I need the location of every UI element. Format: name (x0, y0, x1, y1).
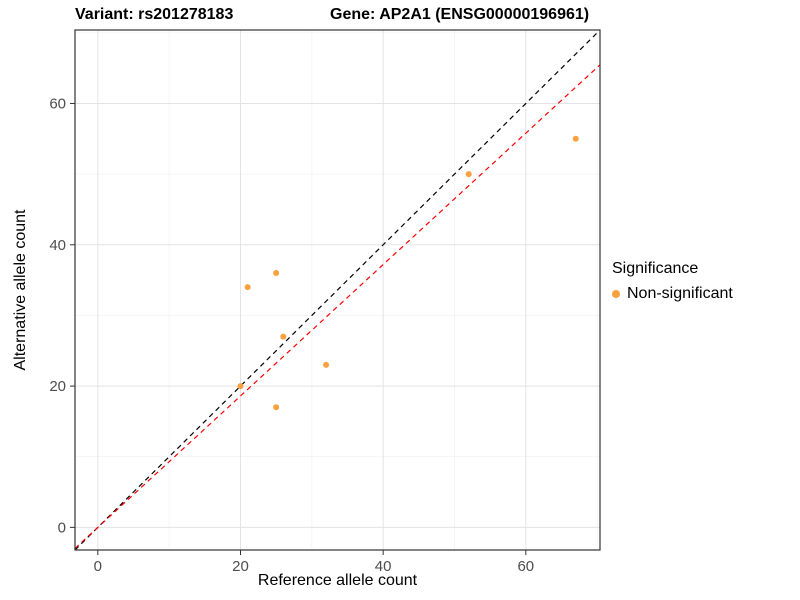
fit-reference-line (75, 64, 600, 549)
x-axis-title: Reference allele count (257, 572, 418, 589)
data-point (237, 383, 244, 390)
y-axis-tick-label: 20 (49, 378, 66, 395)
data-point (323, 361, 330, 368)
legend: Significance Non-significant (612, 260, 733, 303)
data-point (273, 404, 280, 411)
gene-title: Gene: AP2A1 (ENSG00000196961) (330, 6, 590, 23)
data-point (572, 135, 579, 142)
x-axis-tick-label: 40 (375, 558, 392, 575)
y-axis-tick-label: 60 (49, 95, 66, 112)
legend-point-icon (612, 290, 620, 298)
data-point (280, 333, 287, 340)
x-axis-tick-label: 20 (232, 558, 249, 575)
y-axis-title: Alternative allele count (12, 209, 29, 371)
x-axis-tick-label: 60 (517, 558, 534, 575)
y-axis-tick-label: 0 (58, 519, 66, 536)
panel-border (74, 29, 601, 551)
x-axis-tick-label: 0 (94, 558, 102, 575)
variant-title: Variant: rs201278183 (75, 6, 234, 23)
data-point (273, 270, 280, 277)
identity-reference-line (75, 30, 600, 550)
legend-item-label: Non-significant (627, 285, 733, 302)
legend-title: Significance (612, 260, 699, 277)
legend-item-non-significant: Non-significant (612, 285, 733, 303)
y-axis-tick-label: 40 (49, 237, 66, 254)
data-point (465, 171, 472, 178)
data-point (244, 284, 251, 291)
